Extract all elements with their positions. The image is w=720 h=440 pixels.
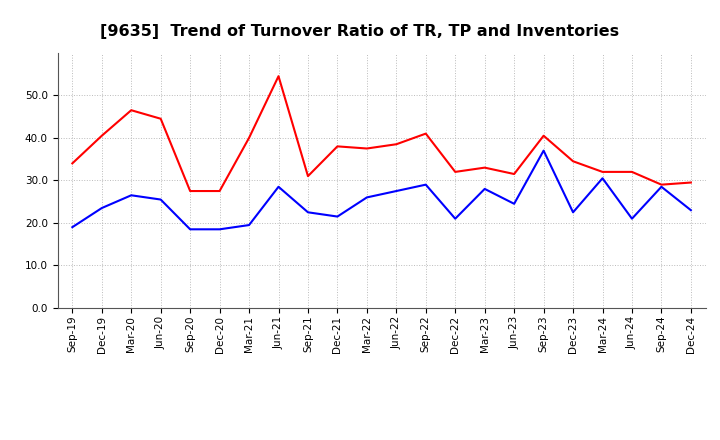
Trade Payables xyxy=(274,184,283,189)
Line: Trade Payables: Trade Payables xyxy=(72,150,691,229)
Trade Payables xyxy=(333,214,342,219)
Trade Payables xyxy=(480,186,489,191)
Trade Receivables xyxy=(628,169,636,175)
Trade Payables xyxy=(127,193,135,198)
Trade Payables xyxy=(304,210,312,215)
Trade Receivables xyxy=(598,169,607,175)
Trade Receivables xyxy=(127,107,135,113)
Trade Payables xyxy=(421,182,430,187)
Trade Receivables xyxy=(569,159,577,164)
Trade Payables xyxy=(215,227,224,232)
Trade Payables xyxy=(569,210,577,215)
Trade Payables xyxy=(68,224,76,230)
Trade Receivables xyxy=(215,188,224,194)
Trade Receivables xyxy=(68,161,76,166)
Trade Receivables xyxy=(392,142,400,147)
Trade Receivables xyxy=(539,133,548,139)
Trade Receivables xyxy=(186,188,194,194)
Trade Receivables xyxy=(274,73,283,79)
Trade Receivables xyxy=(451,169,459,175)
Trade Receivables xyxy=(687,180,696,185)
Trade Receivables xyxy=(97,133,106,139)
Trade Payables xyxy=(539,148,548,153)
Trade Payables xyxy=(156,197,165,202)
Trade Payables xyxy=(687,208,696,213)
Trade Payables xyxy=(97,205,106,211)
Trade Payables xyxy=(598,176,607,181)
Trade Payables xyxy=(245,223,253,228)
Text: [9635]  Trend of Turnover Ratio of TR, TP and Inventories: [9635] Trend of Turnover Ratio of TR, TP… xyxy=(100,24,620,39)
Trade Payables xyxy=(392,188,400,194)
Trade Receivables xyxy=(333,144,342,149)
Trade Payables xyxy=(657,184,666,189)
Trade Receivables xyxy=(421,131,430,136)
Trade Receivables xyxy=(304,173,312,179)
Trade Receivables xyxy=(657,182,666,187)
Trade Receivables xyxy=(156,116,165,121)
Trade Payables xyxy=(363,195,372,200)
Trade Receivables xyxy=(363,146,372,151)
Trade Payables xyxy=(510,201,518,206)
Trade Receivables xyxy=(245,135,253,140)
Trade Payables xyxy=(186,227,194,232)
Trade Payables xyxy=(451,216,459,221)
Trade Payables xyxy=(628,216,636,221)
Trade Receivables xyxy=(480,165,489,170)
Line: Trade Receivables: Trade Receivables xyxy=(72,76,691,191)
Trade Receivables xyxy=(510,171,518,176)
